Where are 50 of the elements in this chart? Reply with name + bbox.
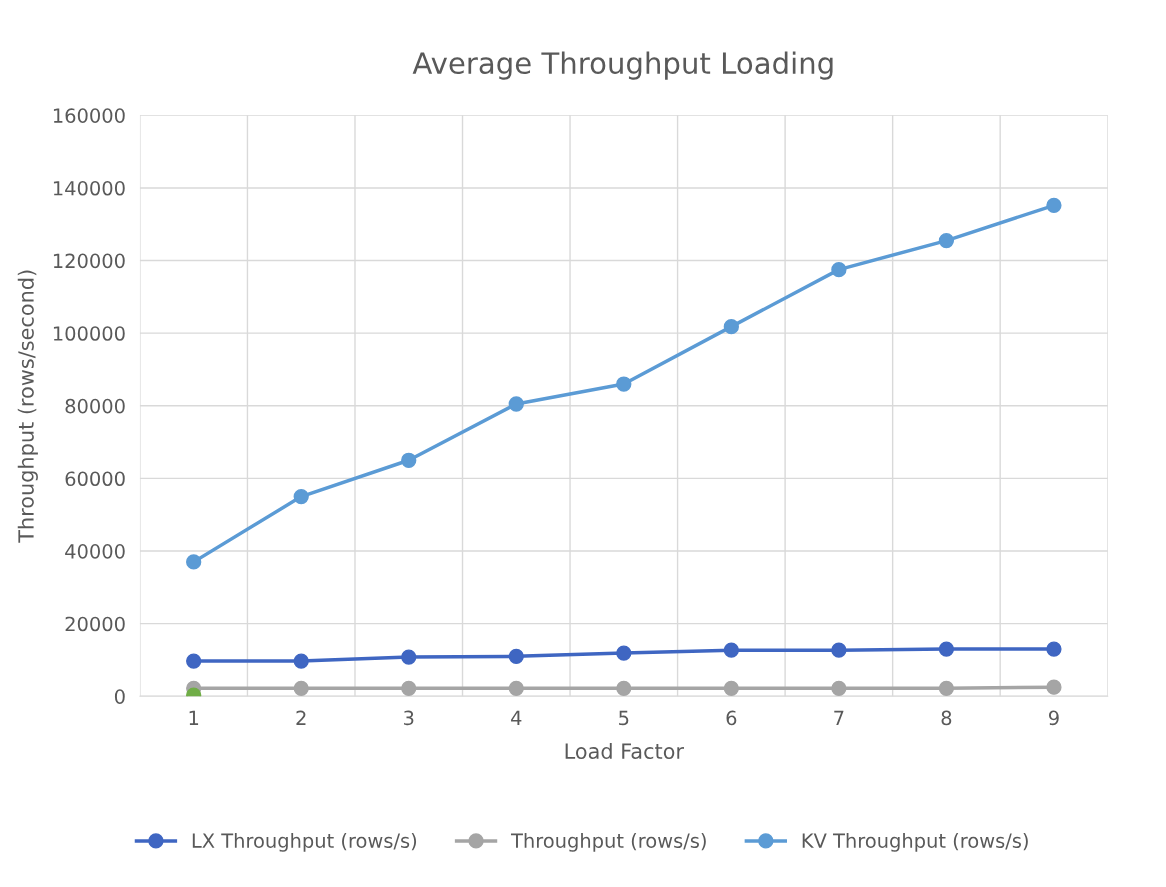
x-tick-label: 9	[1048, 710, 1059, 726]
point	[616, 680, 632, 696]
y-tick-label: 160000	[53, 108, 125, 123]
point	[616, 645, 632, 661]
x-tick-label: 4	[511, 710, 522, 725]
y-tick-label: 140000	[53, 180, 125, 196]
y-tick-label: 0	[114, 689, 125, 704]
y-tick-label: 100000	[53, 326, 125, 341]
point	[401, 649, 417, 665]
x-tick-label: 7	[834, 710, 844, 725]
x-tick-label: 3	[404, 710, 414, 726]
y-tick-label: 120000	[53, 253, 125, 269]
x-axis-title: Load Factor	[565, 742, 684, 760]
y-tick-label: 60000	[65, 471, 125, 487]
point	[831, 261, 847, 278]
point	[938, 641, 955, 657]
point	[508, 396, 524, 412]
y-tick-label: 80000	[65, 398, 125, 414]
legend-label: LX Throughput (rows/s)	[192, 832, 417, 852]
point	[186, 554, 202, 570]
y-axis-title: Throughput (rows/second)	[17, 270, 38, 543]
chart-title: Average Throughput Loading	[412, 51, 833, 80]
x-tick-label: 1	[189, 710, 199, 725]
point	[401, 452, 417, 468]
point	[508, 648, 524, 664]
point	[1046, 641, 1062, 657]
point	[831, 642, 847, 658]
legend-label: Throughput (rows/s)	[510, 832, 706, 852]
point	[723, 642, 739, 658]
legend-label: KV Throughput (rows/s)	[802, 832, 1028, 852]
point	[293, 680, 309, 696]
x-tick-label: 5	[619, 710, 629, 726]
point	[186, 653, 202, 669]
point	[293, 488, 309, 505]
y-tick-label: 40000	[65, 544, 125, 559]
x-tick-label: 6	[726, 710, 737, 726]
point	[723, 319, 739, 335]
point	[938, 232, 955, 249]
x-tick-label: 2	[296, 710, 306, 725]
point	[1046, 197, 1062, 214]
point	[723, 680, 739, 696]
point	[293, 653, 309, 669]
point	[831, 680, 847, 696]
point	[1046, 679, 1062, 695]
y-tick-label: 20000	[65, 616, 125, 632]
point	[401, 680, 417, 696]
point	[938, 680, 955, 696]
point	[616, 376, 632, 392]
x-tick-label: 8	[941, 710, 952, 726]
point	[508, 680, 524, 696]
